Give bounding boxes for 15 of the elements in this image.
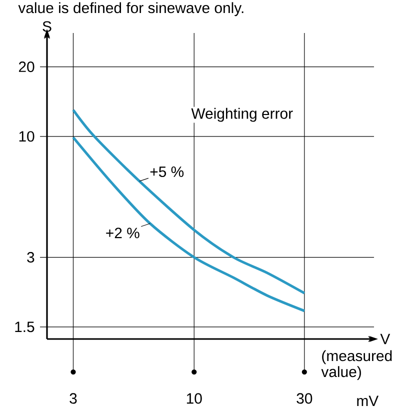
x-tick-label: 30 bbox=[296, 393, 312, 404]
y-tick-label: 20 bbox=[18, 62, 34, 72]
y-tick-label: 10 bbox=[19, 131, 34, 142]
text: (measured value) bbox=[321, 350, 392, 380]
x-tick-label: 3 bbox=[70, 393, 77, 404]
annotation: Weighting error bbox=[191, 108, 293, 122]
series-label: +5 % bbox=[150, 166, 184, 178]
y-tick-label: 1.5 bbox=[15, 322, 34, 332]
x-tick-label: 10 bbox=[186, 393, 202, 404]
text: value is defined for sinewave only. bbox=[18, 2, 244, 16]
y-tick-label: 3 bbox=[27, 252, 34, 263]
series-label: +2 % bbox=[106, 228, 140, 238]
x-axis-title: V bbox=[380, 334, 390, 344]
y-axis-title: S bbox=[42, 21, 52, 32]
text: mV bbox=[357, 396, 379, 406]
